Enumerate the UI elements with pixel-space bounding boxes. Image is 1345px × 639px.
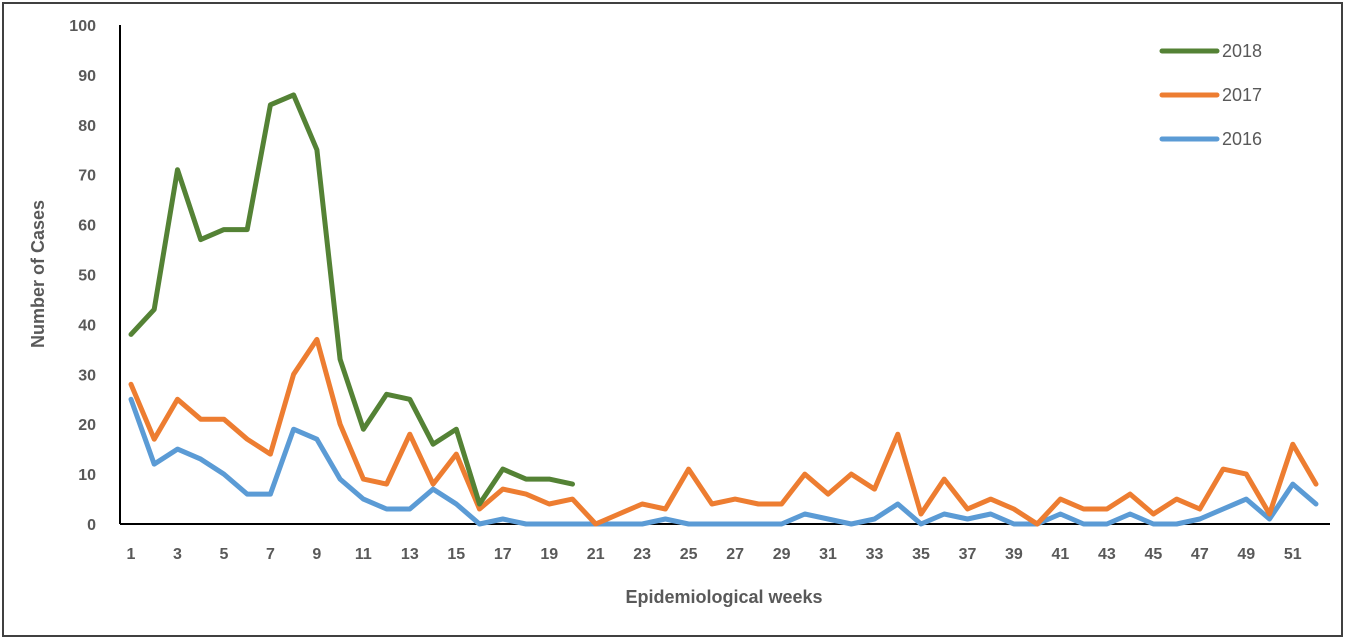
x-tick-label: 43 xyxy=(1098,546,1116,563)
y-tick-label: 30 xyxy=(78,367,96,384)
y-tick-label: 10 xyxy=(78,467,96,484)
x-axis-title: Epidemiological weeks xyxy=(625,587,822,607)
legend-label-2016: 2016 xyxy=(1222,129,1262,149)
legend-label-2018: 2018 xyxy=(1222,41,1262,61)
x-tick-label: 35 xyxy=(912,546,930,563)
x-tick-label: 1 xyxy=(127,546,136,563)
legend: 2018 2017 2016 xyxy=(1159,41,1262,149)
y-tick-label: 0 xyxy=(87,517,96,534)
series-line-2018 xyxy=(128,92,575,507)
y-tick-label: 20 xyxy=(78,417,96,434)
y-tick-label: 70 xyxy=(78,168,96,185)
y-tick-label: 40 xyxy=(78,317,96,334)
x-tick-label: 17 xyxy=(494,546,512,563)
x-tick-label: 39 xyxy=(1005,546,1023,563)
x-tick-label: 11 xyxy=(355,546,372,563)
x-tick-label: 23 xyxy=(633,546,651,563)
y-tick-label: 80 xyxy=(78,118,96,135)
x-tick-label: 3 xyxy=(173,546,182,563)
x-tick-labels: 1 3 5 7 9 11 13 15 17 19 21 23 25 27 29 31 33 35 37 39 41 43 4… xyxy=(127,546,1302,563)
y-tick-label: 90 xyxy=(78,68,96,85)
x-tick-label: 31 xyxy=(819,546,837,563)
y-axis-title: Number of Cases xyxy=(28,200,48,348)
x-tick-label: 5 xyxy=(219,546,228,563)
x-tick-label: 19 xyxy=(540,546,558,563)
x-tick-label: 47 xyxy=(1191,546,1209,563)
x-tick-label: 45 xyxy=(1144,546,1162,563)
series-line-2017 xyxy=(128,336,1319,527)
x-tick-label: 7 xyxy=(266,546,275,563)
x-tick-label: 9 xyxy=(312,546,321,563)
x-tick-label: 15 xyxy=(447,546,465,563)
x-tick-label: 25 xyxy=(680,546,698,563)
x-tick-label: 37 xyxy=(959,546,977,563)
x-tick-label: 33 xyxy=(866,546,884,563)
x-tick-label: 27 xyxy=(726,546,744,563)
x-tick-label: 41 xyxy=(1052,546,1070,563)
x-tick-label: 49 xyxy=(1237,546,1255,563)
axes xyxy=(119,25,1330,525)
series-lines xyxy=(128,92,1319,527)
y-tick-label: 100 xyxy=(69,18,96,35)
legend-label-2017: 2017 xyxy=(1222,85,1262,105)
series-line-2016 xyxy=(128,396,1319,527)
x-tick-label: 51 xyxy=(1284,546,1302,563)
y-tick-labels: 0 10 20 30 40 50 60 70 80 90 100 xyxy=(69,18,96,534)
x-tick-label: 21 xyxy=(587,546,605,563)
x-tick-label: 13 xyxy=(401,546,419,563)
x-tick-label: 29 xyxy=(773,546,791,563)
y-tick-label: 60 xyxy=(78,218,96,235)
y-tick-label: 50 xyxy=(78,268,96,285)
